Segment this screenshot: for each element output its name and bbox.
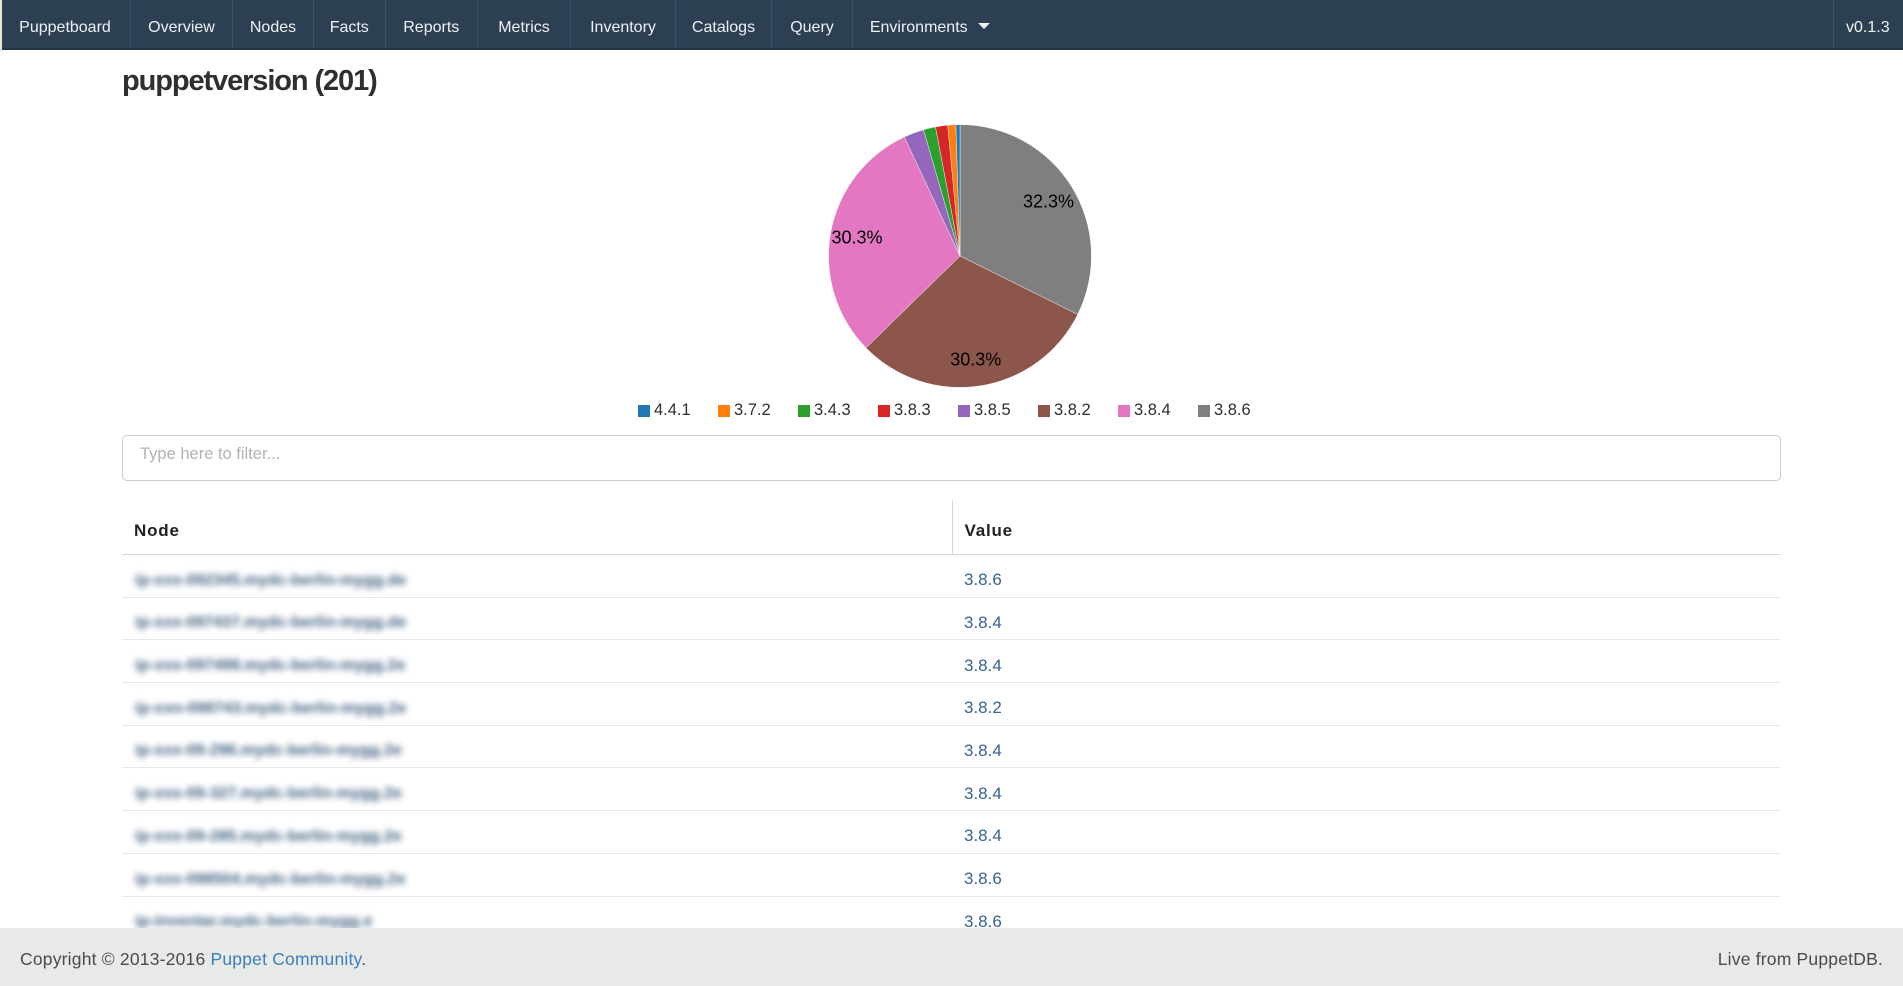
svg-text:30.3%: 30.3% [950, 350, 1001, 370]
svg-text:30.3%: 30.3% [831, 228, 882, 248]
svg-text:32.3%: 32.3% [1023, 192, 1074, 212]
